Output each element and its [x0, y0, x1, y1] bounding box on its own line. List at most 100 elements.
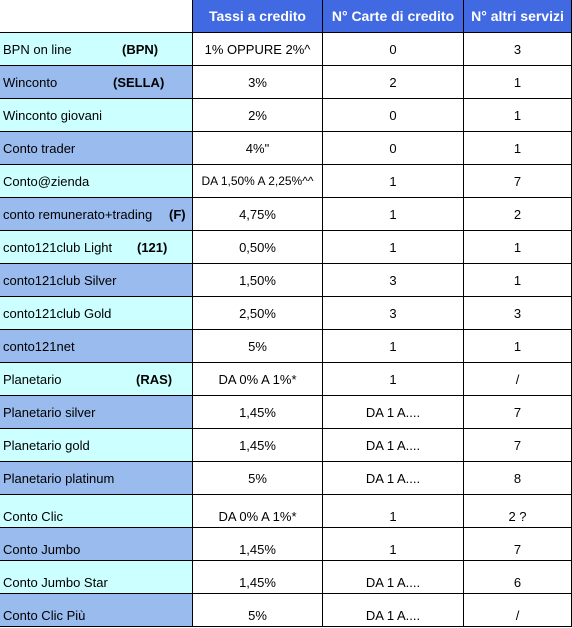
product-name-cell: conto remunerato+trading (F)	[0, 198, 193, 231]
rate-cell: 1,45%	[193, 396, 323, 429]
credit-cards-cell: DA 1 A....	[323, 462, 464, 495]
other-services-cell: 1	[464, 231, 572, 264]
product-name: conto remunerato+trading	[3, 206, 153, 222]
product-name: Planetario silver	[3, 404, 96, 420]
other-services-cell: 1	[464, 264, 572, 297]
product-name-cell: Winconto giovani	[0, 99, 193, 132]
header-credit-cards: N° Carte di credito	[323, 0, 464, 33]
product-name-cell: conto121club Gold	[0, 297, 193, 330]
other-services-cell: /	[464, 594, 572, 627]
table-row: Conto Jumbo 1,45% 1 7	[0, 528, 572, 561]
rate-cell: 2,50%	[193, 297, 323, 330]
product-name: Conto@zienda	[3, 173, 90, 189]
other-services-cell: 3	[464, 33, 572, 66]
product-name: Conto Clic Più	[3, 608, 86, 623]
product-name-cell: Conto Jumbo	[0, 528, 193, 561]
table-row: conto121club Silver 1,50% 3 1	[0, 264, 572, 297]
table-row: Planetario gold 1,45% DA 1 A.... 7	[0, 429, 572, 462]
product-name-cell: Conto Clic	[0, 495, 193, 528]
rate-cell: 0,50%	[193, 231, 323, 264]
table-row: conto121club Gold 2,50% 3 3	[0, 297, 572, 330]
table-row: Planetario platinum 5% DA 1 A.... 8	[0, 462, 572, 495]
rate-cell: DA 1,50% A 2,25%^^	[193, 165, 323, 198]
credit-cards-cell: 1	[323, 231, 464, 264]
table-row: Conto@zienda DA 1,50% A 2,25%^^ 1 7	[0, 165, 572, 198]
credit-cards-cell: 1	[323, 528, 464, 561]
rate-cell: 4,75%	[193, 198, 323, 231]
product-name-cell: conto121net	[0, 330, 193, 363]
table-row: conto121club Light (121) 0,50% 1 1	[0, 231, 572, 264]
rate-cell: 1,45%	[193, 561, 323, 594]
other-services-cell: 6	[464, 561, 572, 594]
credit-cards-cell: DA 1 A....	[323, 594, 464, 627]
product-name: conto121net	[3, 338, 75, 354]
product-name: BPN on line	[3, 41, 72, 57]
rate-cell: 4%"	[193, 132, 323, 165]
header-rate: Tassi a credito	[193, 0, 323, 33]
header-other-services: N° altri servizi	[464, 0, 572, 33]
rate-cell: 5%	[193, 462, 323, 495]
other-services-cell: 7	[464, 528, 572, 561]
product-name-cell: conto121club Light (121)	[0, 231, 193, 264]
table-row: conto121net 5% 1 1	[0, 330, 572, 363]
credit-cards-cell: 1	[323, 363, 464, 396]
rate-cell: DA 0% A 1%*	[193, 363, 323, 396]
other-services-cell: 1	[464, 132, 572, 165]
product-name: conto121club Silver	[3, 272, 117, 288]
product-name-cell: Planetario platinum	[0, 462, 193, 495]
table-row: Conto trader 4%" 0 1	[0, 132, 572, 165]
bank-label: (SELLA)	[113, 74, 165, 90]
other-services-cell: 7	[464, 429, 572, 462]
table-row: Planetario (RAS) DA 0% A 1%* 1/	[0, 363, 572, 396]
other-services-cell: 1	[464, 330, 572, 363]
product-name-cell: conto121club Silver	[0, 264, 193, 297]
table-row: BPN on line (BPN) 1% OPPURE 2%^ 0 3	[0, 33, 572, 66]
table-row: conto remunerato+trading (F) 4,75% 1 2	[0, 198, 572, 231]
rate-cell: 1,45%	[193, 528, 323, 561]
rate-cell: 1,50%	[193, 264, 323, 297]
other-services-cell: 1	[464, 66, 572, 99]
credit-cards-cell: 1	[323, 330, 464, 363]
product-name: Planetario gold	[3, 437, 90, 453]
product-name: Planetario platinum	[3, 470, 115, 486]
table-row: Conto Clic Più 5% DA 1 A.... /	[0, 594, 572, 627]
bank-label: (F)	[169, 206, 186, 222]
credit-cards-cell: 3	[323, 297, 464, 330]
bank-label: (RAS)	[136, 371, 173, 387]
other-services-cell: 3	[464, 297, 572, 330]
credit-cards-cell: DA 1 A....	[323, 429, 464, 462]
other-services-cell: 7	[464, 165, 572, 198]
table-row: Winconto (SELLA) 3% 2 1	[0, 66, 572, 99]
credit-cards-cell: 0	[323, 132, 464, 165]
product-name: Conto Clic	[3, 509, 63, 524]
table-header-row: Tassi a credito N° Carte di credito N° a…	[0, 0, 572, 33]
product-name: Conto trader	[3, 140, 76, 156]
credit-cards-cell: 1	[323, 495, 464, 528]
rate-cell: DA 0% A 1%*	[193, 495, 323, 528]
product-name-cell: Conto trader	[0, 132, 193, 165]
credit-cards-cell: 0	[323, 33, 464, 66]
product-name: Winconto	[3, 74, 58, 90]
rate-cell: 5%	[193, 330, 323, 363]
bank-label: (121)	[137, 239, 168, 255]
product-name-cell: Conto@zienda	[0, 165, 193, 198]
product-name: Winconto giovani	[3, 107, 102, 123]
product-name: Conto Jumbo Star	[3, 575, 108, 590]
product-name-cell: Planetario gold	[0, 429, 193, 462]
rate-cell: 1,45%	[193, 429, 323, 462]
bank-label: (BPN)	[122, 41, 159, 57]
product-name: Planetario	[3, 371, 62, 387]
other-services-cell: 1	[464, 99, 572, 132]
product-name-cell: Planetario silver	[0, 396, 193, 429]
credit-cards-cell: DA 1 A....	[323, 561, 464, 594]
credit-cards-cell: 1	[323, 198, 464, 231]
rate-cell: 2%	[193, 99, 323, 132]
product-name-cell: Winconto (SELLA)	[0, 66, 193, 99]
other-services-cell: 8	[464, 462, 572, 495]
product-name: Conto Jumbo	[3, 542, 81, 557]
credit-cards-cell: 3	[323, 264, 464, 297]
product-name-cell: Conto Jumbo Star	[0, 561, 193, 594]
table-row: Conto Clic DA 0% A 1%* 1 2 ?	[0, 495, 572, 528]
credit-cards-cell: DA 1 A....	[323, 396, 464, 429]
rate-cell: 1% OPPURE 2%^	[193, 33, 323, 66]
